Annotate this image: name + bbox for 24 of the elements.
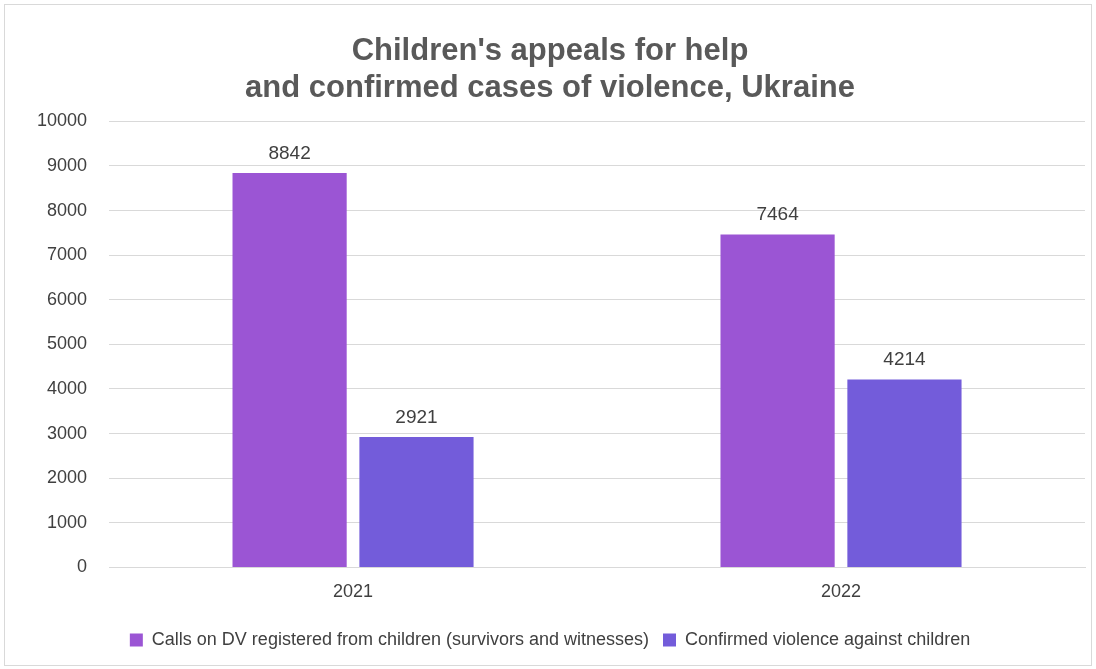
y-tick-label: 7000 (47, 244, 88, 265)
y-tick-label: 8000 (47, 199, 88, 220)
x-tick-label: 2021 (333, 581, 374, 602)
bar (847, 379, 962, 567)
bar (720, 234, 835, 567)
y-tick-label: 1000 (47, 511, 88, 532)
y-tick-label: 3000 (47, 422, 88, 443)
legend-label: Calls on DV registered from children (survivors and witnesses) (151, 628, 650, 649)
data-label: 7464 (756, 203, 800, 225)
y-tick-label: 6000 (47, 288, 88, 309)
bar (232, 173, 347, 567)
y-tick-label: 0 (77, 556, 88, 577)
y-tick-label: 2000 (47, 467, 88, 488)
data-label: 4214 (883, 348, 927, 370)
data-label: 2921 (395, 405, 438, 427)
y-tick-label: 5000 (47, 333, 88, 354)
data-label: 8842 (268, 141, 311, 163)
chart-title: Children's appeals for help and confirmed cases of violence, Ukraine (245, 32, 855, 105)
y-tick-label: 4000 (47, 377, 88, 398)
bar (359, 437, 474, 567)
y-tick-label: 10000 (36, 110, 88, 131)
legend-label: Confirmed violence against children (685, 628, 971, 649)
y-tick-label: 9000 (47, 154, 88, 175)
x-tick-label: 2022 (820, 581, 862, 602)
